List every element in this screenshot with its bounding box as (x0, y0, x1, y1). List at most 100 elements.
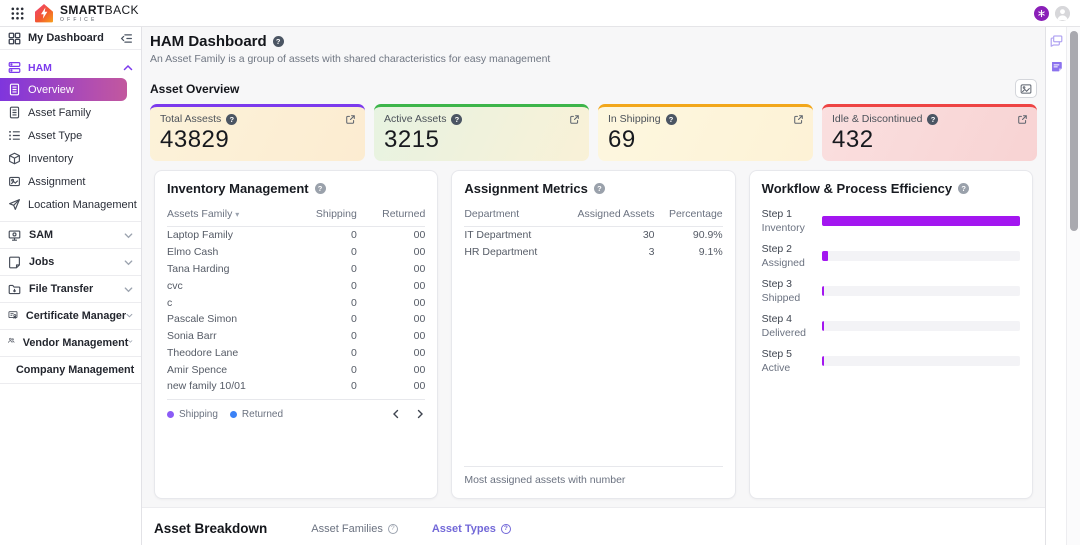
stat-card-in-shipping: In Shipping? 69 (598, 104, 813, 161)
brand-bold: SMART (60, 2, 105, 17)
help-icon[interactable]: ? (451, 113, 463, 125)
help-icon[interactable]: ? (958, 183, 970, 194)
progress-fill (821, 286, 824, 296)
user-avatar[interactable] (1055, 5, 1070, 21)
sidebar-group-file-transfer[interactable]: File Transfer (0, 276, 141, 303)
column-header-assets-family[interactable]: Assets Family ▾ (167, 204, 292, 227)
box-icon (8, 152, 21, 165)
table-row: Theodore Lane 0 00 (167, 346, 426, 359)
sidebar-item-label: Location Management (28, 198, 137, 211)
sidebar-item-asset-family[interactable]: Asset Family (0, 101, 141, 124)
table-row: HR Department 3 9.1% (464, 246, 723, 259)
chevron-down-icon (124, 258, 133, 267)
tab-asset-types[interactable]: Asset Types ? (432, 508, 511, 545)
sidebar-group-company-management[interactable]: Company Management (0, 357, 141, 384)
sidebar-group-label: Jobs (29, 256, 55, 268)
sidebar-item-label: Inventory (28, 152, 74, 165)
sidebar-item-assignment[interactable]: Assignment (0, 170, 141, 193)
sidebar-group-label: File Transfer (29, 283, 94, 295)
notes-icon[interactable] (1050, 60, 1063, 73)
legend-item-shipping[interactable]: Shipping (167, 409, 218, 420)
step-name: Active (761, 362, 791, 374)
sidebar-group-sam[interactable]: SAM (0, 222, 141, 249)
external-link-icon[interactable] (793, 114, 804, 125)
legend-item-returned[interactable]: Returned (229, 409, 283, 420)
sidebar-group-vendor-management[interactable]: Vendor Management (0, 330, 141, 357)
chart-legend: Shipping Returned (167, 409, 425, 420)
navigation-icon (8, 198, 21, 211)
chat-icon[interactable] (1050, 34, 1063, 47)
right-rail (1045, 27, 1066, 545)
step-name: Inventory (761, 222, 805, 234)
help-icon[interactable]: ? (314, 183, 326, 194)
brand-rest: BACK (104, 2, 139, 17)
table-row: Pascale Simon 0 00 (167, 313, 426, 326)
snapshot-button[interactable] (1015, 79, 1037, 98)
inventory-management-panel: Inventory Management ? Assets Family ▾ S… (154, 170, 439, 499)
sidebar-item-label: Assignment (28, 175, 86, 188)
stat-cards: Total Assests? 43829 Active Assets? 3215… (150, 104, 1037, 161)
brand: SMARTBACK OFFICE (60, 4, 139, 23)
help-icon[interactable]: ? (665, 113, 677, 125)
assistant-badge-icon[interactable] (1034, 5, 1049, 21)
page-prev-icon[interactable] (391, 409, 401, 419)
step-number: Step 3 (761, 278, 793, 290)
help-icon[interactable]: ? (272, 36, 284, 47)
chevron-down-icon (128, 339, 133, 348)
sidebar-item-label: Asset Type (28, 129, 83, 142)
sidebar-group-jobs[interactable]: Jobs (0, 249, 141, 276)
progress-fill (821, 216, 1020, 226)
vertical-scrollbar[interactable] (1066, 27, 1080, 545)
table-row: IT Department 30 90.9% (464, 229, 723, 242)
list-icon (8, 129, 21, 142)
inventory-table: Assets Family ▾ Shipping Returned Laptop… (167, 204, 426, 395)
sidebar-group-certificate-manager[interactable]: Certificate Manager (0, 303, 141, 330)
scrollbar-thumb[interactable] (1070, 31, 1078, 231)
external-link-icon[interactable] (569, 114, 580, 125)
sidebar-item-overview[interactable]: Overview (0, 78, 127, 101)
step-number: Step 1 (761, 208, 793, 220)
tab-label: Asset Types (431, 522, 496, 535)
table-row: Laptop Family 0 00 (167, 229, 426, 242)
document-icon (8, 83, 21, 96)
workflow-step: Step 1 Inventory (762, 208, 1020, 234)
tab-asset-families[interactable]: Asset Families ? (311, 508, 398, 545)
stack-icon (8, 61, 21, 74)
certificate-icon (8, 310, 18, 323)
brand-sub: OFFICE (60, 16, 98, 23)
stat-value: 43829 (160, 126, 230, 153)
help-icon[interactable]: ? (927, 113, 939, 125)
stat-label: Idle & Discontinued (832, 113, 923, 125)
table-row: cvc 0 00 (167, 279, 426, 292)
external-link-icon[interactable] (1017, 114, 1028, 125)
sidebar-item-inventory[interactable]: Inventory (0, 147, 141, 170)
external-link-icon[interactable] (345, 114, 356, 125)
legend-label: Shipping (179, 408, 218, 420)
stat-value: 432 (832, 126, 874, 153)
monitor-icon (8, 229, 21, 242)
app-launcher-icon[interactable] (10, 6, 25, 21)
sidebar-item-asset-type[interactable]: Asset Type (0, 124, 141, 147)
panel-footer-note: Most assigned assets with number (464, 474, 626, 486)
step-name: Assigned (761, 257, 805, 269)
sidebar-item-location-management[interactable]: Location Management (0, 193, 141, 216)
step-name: Delivered (761, 327, 807, 339)
sidebar-section-ham[interactable]: HAM (0, 57, 141, 78)
page-next-icon[interactable] (415, 409, 425, 419)
progress-fill (821, 356, 824, 366)
step-name: Shipped (761, 292, 801, 304)
help-icon[interactable]: ? (593, 183, 605, 194)
sort-chevron-icon: ▾ (235, 210, 240, 219)
tab-label: Asset Families (311, 522, 383, 535)
column-header-department: Department (464, 204, 557, 227)
stat-card-total-assets: Total Assests? 43829 (150, 104, 365, 161)
section-title: Asset Overview (150, 81, 240, 96)
help-icon[interactable]: ? (226, 113, 238, 125)
dashboard-grid-icon (8, 32, 21, 45)
progress-track (821, 251, 1020, 261)
collapse-sidebar-icon[interactable] (120, 32, 133, 45)
sidebar-item-label: Asset Family (28, 106, 91, 119)
main-content: HAM Dashboard ? An Asset Family is a gro… (142, 27, 1045, 545)
table-row: Elmo Cash 0 00 (167, 246, 426, 259)
smartback-logo-icon (34, 3, 54, 23)
